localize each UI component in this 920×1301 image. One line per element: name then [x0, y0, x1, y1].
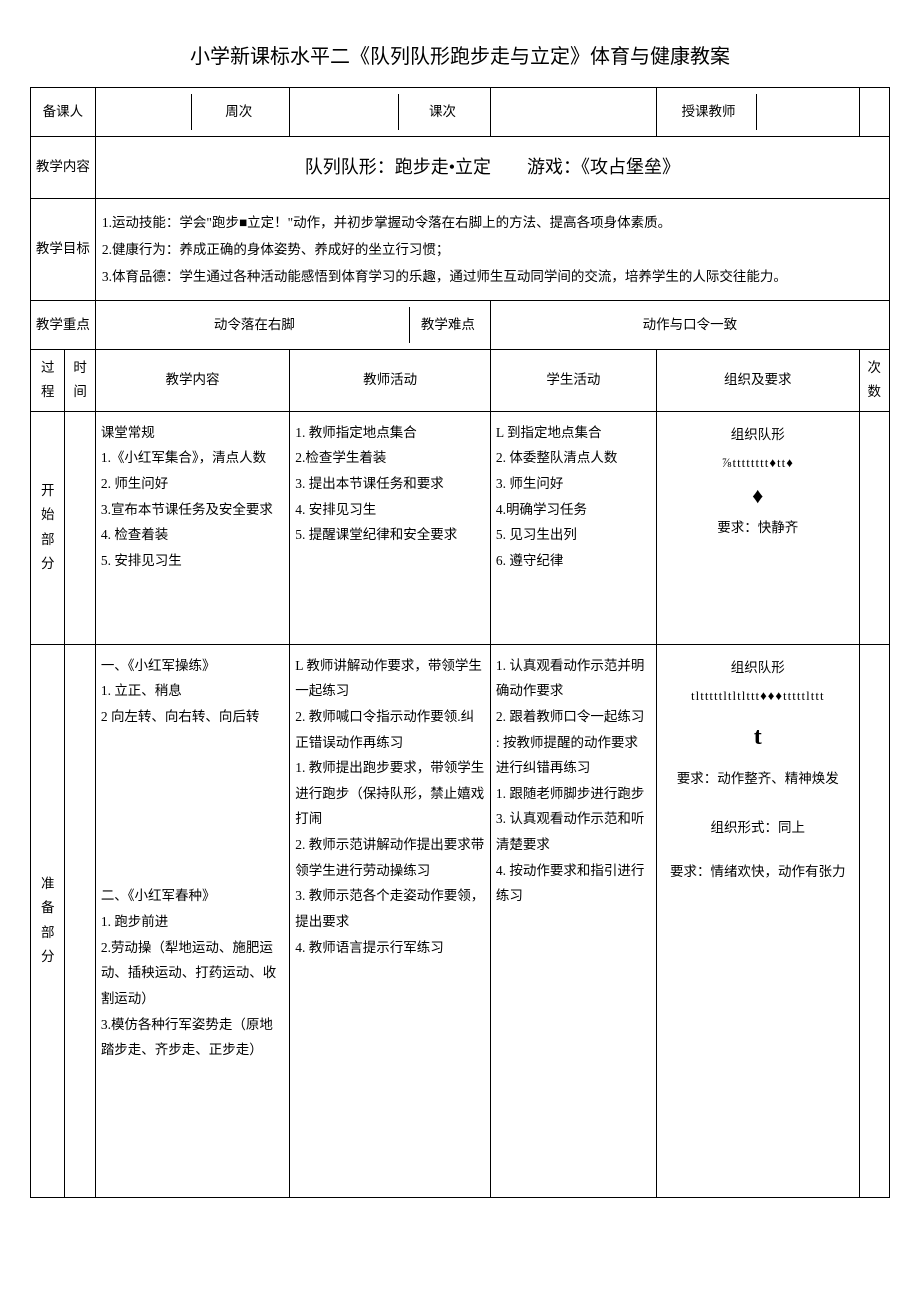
- teacher-cell: 授课教师: [656, 88, 859, 137]
- col-count: 次数: [859, 349, 889, 411]
- diff-text: 动作与口令一致: [490, 300, 889, 349]
- start-org-diamond: ♦: [662, 478, 854, 513]
- teacher-blank: [757, 94, 855, 130]
- goal-1: 1.运动技能：学会"跑步■立定！"动作，并初步掌握动令落在右脚上的方法、提高各项…: [102, 209, 883, 236]
- prep-content: 一、《小红军操练》 1. 立正、稍息 2 向左转、向右转、向后转 二、《小红军春…: [95, 644, 289, 1197]
- goals-text: 1.运动技能：学会"跑步■立定！"动作，并初步掌握动令落在右脚上的方法、提高各项…: [95, 198, 889, 300]
- key-text: 动令落在右脚 教学难点: [95, 300, 490, 349]
- content-text: 队列队形：跑步走•立定 游戏：《攻占堡垒》: [95, 137, 889, 198]
- prep-time: [65, 644, 95, 1197]
- prep-org-req1: 要求：动作整齐、精神焕发: [662, 764, 854, 794]
- start-time: [65, 411, 95, 644]
- prep-label: 准备部分: [31, 644, 65, 1197]
- content-row: 教学内容 队列队形：跑步走•立定 游戏：《攻占堡垒》: [31, 137, 890, 198]
- col-time: 时间: [65, 349, 95, 411]
- teacher-label: 授课教师: [661, 94, 757, 130]
- header-tail: [859, 88, 889, 137]
- week-label: 周次: [192, 94, 286, 130]
- start-student: L 到指定地点集合 2. 体委整队清点人数 3. 师生问好 4.明确学习任务 5…: [490, 411, 656, 644]
- goals-label: 教学目标: [31, 198, 96, 300]
- start-teacher: 1. 教师指定地点集合 2.检查学生着装 3. 提出本节课任务和要求 4. 安排…: [290, 411, 491, 644]
- start-org-title: 组织队形: [662, 420, 854, 450]
- start-org-symbols: ⅞tttttttt♦tt♦: [662, 449, 854, 478]
- preparer-value: 周次: [95, 88, 289, 137]
- lesson-label: 课次: [399, 94, 486, 130]
- header-row: 备课人 周次 课次 授课教师: [31, 88, 890, 137]
- week-blank: [294, 94, 398, 130]
- key-label: 教学重点: [31, 300, 96, 349]
- start-count: [859, 411, 889, 644]
- section-start-row: 开始部分 课堂常规 1.《小红军集合》，清点人数 2. 师生问好 3.宣布本节课…: [31, 411, 890, 644]
- prep-org: 组织队形 tltttttltltlttt♦♦♦tttttlttt t 要求：动作…: [656, 644, 859, 1197]
- prep-teacher: L 教师讲解动作要求，带领学生一起练习 2. 教师喊口令指示动作要领.纠正错误动…: [290, 644, 491, 1197]
- prep-org-t: t: [662, 711, 854, 764]
- diff-label: 教学难点: [409, 307, 485, 343]
- prep-org-req2: 要求：情绪欢快，动作有张力: [662, 857, 854, 887]
- section-prep-row: 准备部分 一、《小红军操练》 1. 立正、稍息 2 向左转、向右转、向后转 二、…: [31, 644, 890, 1197]
- goal-2: 2.健康行为：养成正确的身体姿势、养成好的坐立行习惯；: [102, 236, 883, 263]
- prep-org-title1: 组织队形: [662, 653, 854, 683]
- week-lesson-cell: 课次: [290, 88, 491, 137]
- col-org: 组织及要求: [656, 349, 859, 411]
- preparer-label: 备课人: [31, 88, 96, 137]
- col-teacher: 教师活动: [290, 349, 491, 411]
- lesson-plan-table: 备课人 周次 课次 授课教师: [30, 87, 890, 1198]
- start-label: 开始部分: [31, 411, 65, 644]
- key-text-inner: 动令落在右脚: [100, 307, 410, 343]
- preparer-blank: [100, 94, 192, 130]
- start-org: 组织队形 ⅞tttttttt♦tt♦ ♦ 要求：快静齐: [656, 411, 859, 644]
- col-content: 教学内容: [95, 349, 289, 411]
- lesson-blank: [490, 88, 656, 137]
- goal-3: 3.体育品德：学生通过各种活动能感悟到体育学习的乐趣，通过师生互动同学间的交流，…: [102, 263, 883, 290]
- document-title: 小学新课标水平二《队列队形跑步走与立定》体育与健康教案: [30, 40, 890, 69]
- prep-student: 1. 认真观看动作示范并明确动作要求 2. 跟着教师口令一起练习 : 按教师提醒…: [490, 644, 656, 1197]
- content-label: 教学内容: [31, 137, 96, 198]
- prep-org-form: 组织形式：同上: [662, 813, 854, 843]
- col-student: 学生活动: [490, 349, 656, 411]
- start-content: 课堂常规 1.《小红军集合》，清点人数 2. 师生问好 3.宣布本节课任务及安全…: [95, 411, 289, 644]
- prep-org-symbols1: tltttttltltlttt♦♦♦tttttlttt: [662, 682, 854, 711]
- start-org-req: 要求：快静齐: [662, 513, 854, 543]
- col-process: 过程: [31, 349, 65, 411]
- goals-row: 教学目标 1.运动技能：学会"跑步■立定！"动作，并初步掌握动令落在右脚上的方法…: [31, 198, 890, 300]
- prep-count: [859, 644, 889, 1197]
- column-header-row: 过程 时间 教学内容 教师活动 学生活动 组织及要求 次数: [31, 349, 890, 411]
- focus-row: 教学重点 动令落在右脚 教学难点 动作与口令一致: [31, 300, 890, 349]
